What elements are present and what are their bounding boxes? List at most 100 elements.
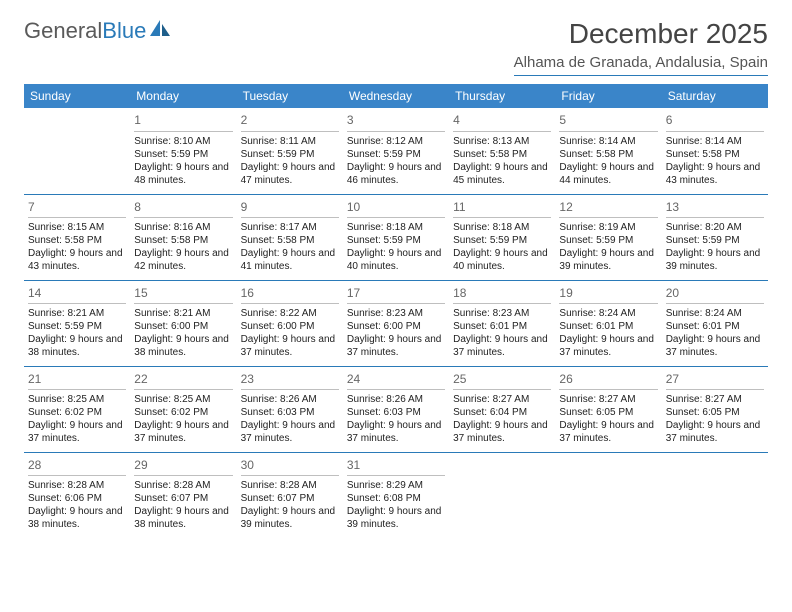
day-number: 19	[559, 284, 657, 305]
weekday-header: Saturday	[662, 84, 768, 108]
calendar-day-cell: 2 Sunrise: 8:11 AMSunset: 5:59 PMDaylight…	[237, 108, 343, 194]
logo: GeneralBlue	[24, 18, 172, 44]
day-info: Sunrise: 8:17 AMSunset: 5:58 PMDaylight:…	[241, 221, 339, 273]
day-info: Sunrise: 8:22 AMSunset: 6:00 PMDaylight:…	[241, 307, 339, 359]
calendar-day-cell: 17Sunrise: 8:23 AMSunset: 6:00 PMDayligh…	[343, 280, 449, 366]
calendar-day-cell: 25Sunrise: 8:27 AMSunset: 6:04 PMDayligh…	[449, 366, 555, 452]
location-text: Alhama de Granada, Andalusia, Spain	[514, 54, 768, 76]
day-info: Sunrise: 8:20 AMSunset: 5:59 PMDaylight:…	[666, 221, 764, 273]
day-info: Sunrise: 8:19 AMSunset: 5:59 PMDaylight:…	[559, 221, 657, 273]
day-info: Sunrise: 8:12 AMSunset: 5:59 PMDaylight:…	[347, 135, 445, 187]
weekday-header: Thursday	[449, 84, 555, 108]
calendar-day-cell: 18Sunrise: 8:23 AMSunset: 6:01 PMDayligh…	[449, 280, 555, 366]
calendar-day-cell: 19Sunrise: 8:24 AMSunset: 6:01 PMDayligh…	[555, 280, 661, 366]
logo-text-general: General	[24, 18, 102, 44]
day-info: Sunrise: 8:28 AMSunset: 6:06 PMDaylight:…	[28, 479, 126, 531]
calendar-day-cell: 1Sunrise: 8:10 AMSunset: 5:59 PMDaylight…	[130, 108, 236, 194]
day-info: Sunrise: 8:28 AMSunset: 6:07 PMDaylight:…	[134, 479, 232, 531]
day-number: 31	[347, 456, 445, 477]
day-number: 11	[453, 198, 551, 219]
calendar-day-cell	[555, 452, 661, 538]
day-number: 6	[666, 111, 764, 132]
day-number: 21	[28, 370, 126, 391]
calendar-week: 7Sunrise: 8:15 AMSunset: 5:58 PMDaylight…	[24, 194, 768, 280]
day-number: 2	[241, 111, 339, 132]
day-info: Sunrise: 8:13 AMSunset: 5:58 PMDaylight:…	[453, 135, 551, 187]
day-info: Sunrise: 8:25 AMSunset: 6:02 PMDaylight:…	[28, 393, 126, 445]
day-number: 3	[347, 111, 445, 132]
day-number: 10	[347, 198, 445, 219]
day-number: 25	[453, 370, 551, 391]
day-info: Sunrise: 8:26 AMSunset: 6:03 PMDaylight:…	[241, 393, 339, 445]
day-number: 27	[666, 370, 764, 391]
day-info: Sunrise: 8:23 AMSunset: 6:00 PMDaylight:…	[347, 307, 445, 359]
day-number: 14	[28, 284, 126, 305]
day-number: 4	[453, 111, 551, 132]
day-info: Sunrise: 8:14 AMSunset: 5:58 PMDaylight:…	[559, 135, 657, 187]
calendar-day-cell: 24Sunrise: 8:26 AMSunset: 6:03 PMDayligh…	[343, 366, 449, 452]
weekday-header: Monday	[130, 84, 236, 108]
day-info: Sunrise: 8:27 AMSunset: 6:04 PMDaylight:…	[453, 393, 551, 445]
day-info: Sunrise: 8:28 AMSunset: 6:07 PMDaylight:…	[241, 479, 339, 531]
calendar-day-cell: 29Sunrise: 8:28 AMSunset: 6:07 PMDayligh…	[130, 452, 236, 538]
day-info: Sunrise: 8:21 AMSunset: 6:00 PMDaylight:…	[134, 307, 232, 359]
day-number: 9	[241, 198, 339, 219]
calendar-day-cell: 7Sunrise: 8:15 AMSunset: 5:58 PMDaylight…	[24, 194, 130, 280]
day-number: 28	[28, 456, 126, 477]
calendar-day-cell: 3 Sunrise: 8:12 AMSunset: 5:59 PMDaylight…	[343, 108, 449, 194]
calendar-body: 1Sunrise: 8:10 AMSunset: 5:59 PMDaylight…	[24, 108, 768, 538]
calendar-week: 28Sunrise: 8:28 AMSunset: 6:06 PMDayligh…	[24, 452, 768, 538]
calendar-day-cell: 23Sunrise: 8:26 AMSunset: 6:03 PMDayligh…	[237, 366, 343, 452]
day-info: Sunrise: 8:21 AMSunset: 5:59 PMDaylight:…	[28, 307, 126, 359]
day-number: 30	[241, 456, 339, 477]
calendar-week: 1Sunrise: 8:10 AMSunset: 5:59 PMDaylight…	[24, 108, 768, 194]
calendar-day-cell: 30Sunrise: 8:28 AMSunset: 6:07 PMDayligh…	[237, 452, 343, 538]
calendar-day-cell: 27Sunrise: 8:27 AMSunset: 6:05 PMDayligh…	[662, 366, 768, 452]
calendar-day-cell: 9Sunrise: 8:17 AMSunset: 5:58 PMDaylight…	[237, 194, 343, 280]
day-info: Sunrise: 8:15 AMSunset: 5:58 PMDaylight:…	[28, 221, 126, 273]
calendar-table: SundayMondayTuesdayWednesdayThursdayFrid…	[24, 84, 768, 538]
weekday-header: Tuesday	[237, 84, 343, 108]
day-number: 26	[559, 370, 657, 391]
day-info: Sunrise: 8:26 AMSunset: 6:03 PMDaylight:…	[347, 393, 445, 445]
day-info: Sunrise: 8:25 AMSunset: 6:02 PMDaylight:…	[134, 393, 232, 445]
calendar-week: 14Sunrise: 8:21 AMSunset: 5:59 PMDayligh…	[24, 280, 768, 366]
sail-icon	[150, 18, 172, 44]
day-info: Sunrise: 8:11 AMSunset: 5:59 PMDaylight:…	[241, 135, 339, 187]
calendar-day-cell	[662, 452, 768, 538]
day-number: 29	[134, 456, 232, 477]
day-info: Sunrise: 8:18 AMSunset: 5:59 PMDaylight:…	[453, 221, 551, 273]
day-info: Sunrise: 8:23 AMSunset: 6:01 PMDaylight:…	[453, 307, 551, 359]
day-info: Sunrise: 8:27 AMSunset: 6:05 PMDaylight:…	[666, 393, 764, 445]
weekday-header-row: SundayMondayTuesdayWednesdayThursdayFrid…	[24, 84, 768, 108]
calendar-day-cell	[449, 452, 555, 538]
calendar-day-cell: 21Sunrise: 8:25 AMSunset: 6:02 PMDayligh…	[24, 366, 130, 452]
calendar-day-cell	[24, 108, 130, 194]
day-number: 13	[666, 198, 764, 219]
day-info: Sunrise: 8:18 AMSunset: 5:59 PMDaylight:…	[347, 221, 445, 273]
day-number: 24	[347, 370, 445, 391]
day-number: 17	[347, 284, 445, 305]
day-info: Sunrise: 8:24 AMSunset: 6:01 PMDaylight:…	[559, 307, 657, 359]
calendar-day-cell: 4 Sunrise: 8:13 AMSunset: 5:58 PMDaylight…	[449, 108, 555, 194]
day-number: 23	[241, 370, 339, 391]
weekday-header: Wednesday	[343, 84, 449, 108]
day-info: Sunrise: 8:29 AMSunset: 6:08 PMDaylight:…	[347, 479, 445, 531]
calendar-day-cell: 5 Sunrise: 8:14 AMSunset: 5:58 PMDaylight…	[555, 108, 661, 194]
weekday-header: Friday	[555, 84, 661, 108]
day-number: 8	[134, 198, 232, 219]
calendar-day-cell: 8Sunrise: 8:16 AMSunset: 5:58 PMDaylight…	[130, 194, 236, 280]
title-block: December 2025 Alhama de Granada, Andalus…	[514, 18, 768, 76]
day-number: 15	[134, 284, 232, 305]
day-number: 5	[559, 111, 657, 132]
calendar-day-cell: 11Sunrise: 8:18 AMSunset: 5:59 PMDayligh…	[449, 194, 555, 280]
calendar-day-cell: 26Sunrise: 8:27 AMSunset: 6:05 PMDayligh…	[555, 366, 661, 452]
day-number: 12	[559, 198, 657, 219]
header: GeneralBlue December 2025 Alhama de Gran…	[24, 18, 768, 76]
calendar-day-cell: 13Sunrise: 8:20 AMSunset: 5:59 PMDayligh…	[662, 194, 768, 280]
day-number: 7	[28, 198, 126, 219]
calendar-day-cell: 16Sunrise: 8:22 AMSunset: 6:00 PMDayligh…	[237, 280, 343, 366]
day-info: Sunrise: 8:10 AMSunset: 5:59 PMDaylight:…	[134, 135, 232, 187]
day-info: Sunrise: 8:24 AMSunset: 6:01 PMDaylight:…	[666, 307, 764, 359]
calendar-day-cell: 14Sunrise: 8:21 AMSunset: 5:59 PMDayligh…	[24, 280, 130, 366]
